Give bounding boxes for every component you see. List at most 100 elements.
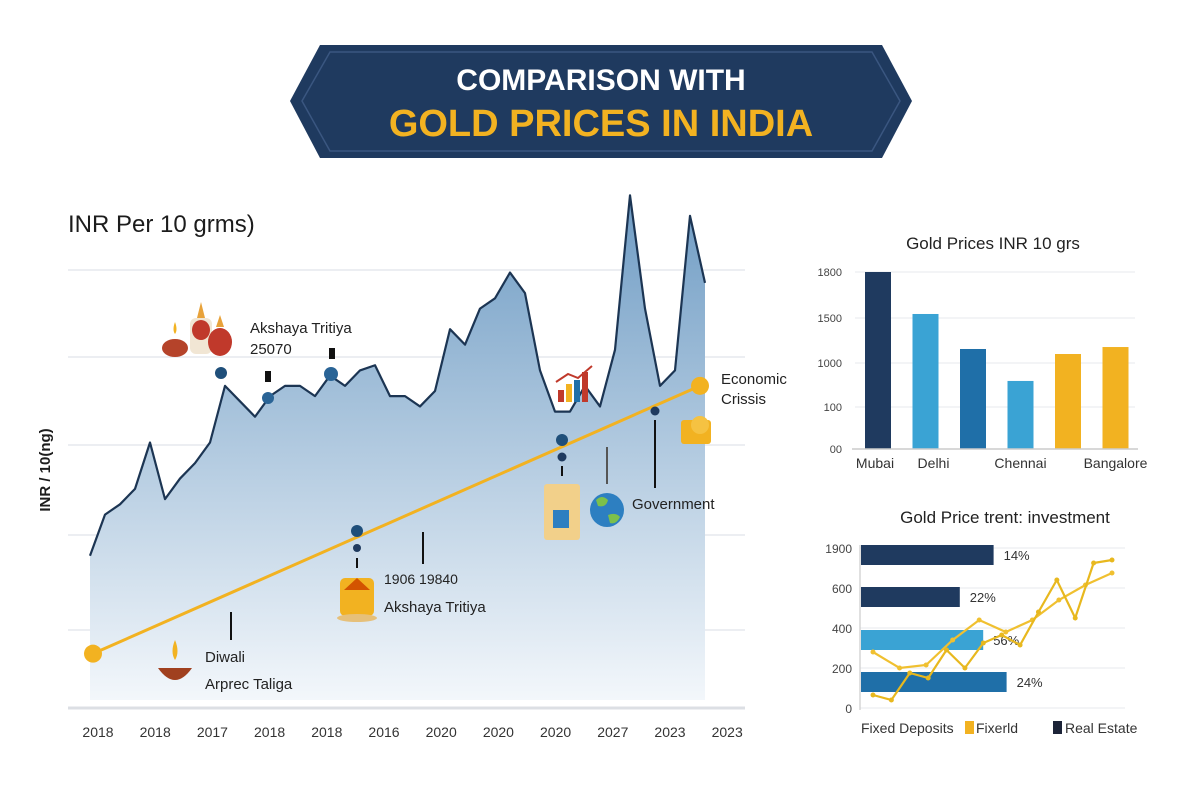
y-tick-label: 1500 — [818, 313, 842, 325]
banner-line-2: GOLD PRICES IN INDIA — [389, 103, 813, 145]
x-tick-label: 2018 — [254, 724, 285, 740]
line-point — [923, 662, 929, 668]
legend-label: Fixed Deposits — [861, 720, 954, 736]
bar-label: 56% — [993, 633, 1019, 648]
legend-swatch — [965, 721, 974, 734]
annotation-economic-crisis: Economic Crissis — [681, 371, 787, 444]
price-area — [90, 195, 705, 701]
x-tick-label: 2018 — [140, 724, 171, 740]
bar — [1102, 347, 1129, 449]
annotation-akshaya-tritiya-top: Akshaya Tritiya 25070 — [162, 302, 352, 404]
annotation-text: Akshaya Tritiya — [250, 320, 352, 337]
x-tick-label: 2017 — [197, 724, 228, 740]
y-tick-label: 00 — [830, 444, 842, 456]
globe-icon — [590, 493, 624, 527]
main-y-axis-label: INR / 10(ng) — [37, 428, 54, 511]
line-point — [962, 665, 968, 671]
line-point — [897, 665, 903, 671]
y-tick-label: 400 — [832, 622, 852, 636]
annotation-text: Government — [632, 496, 715, 513]
bar — [1055, 354, 1081, 449]
investment-chart: Gold Price trent: investment 0 200 400 600 1… — [825, 508, 1137, 736]
annotation-sub: Crissis — [721, 391, 766, 408]
line-point — [1035, 609, 1041, 615]
trend-start-point — [84, 644, 102, 663]
city-bar-chart: Gold Prices INR 10 grs 00 100 1000 1500 1800… — [818, 234, 1148, 471]
bar — [960, 348, 986, 449]
annotation-bank — [544, 434, 580, 540]
legend-swatch — [1053, 721, 1062, 734]
line-point — [950, 637, 956, 643]
x-tick-label: 2020 — [483, 724, 514, 740]
line-point — [907, 670, 913, 676]
x-tick-label: 2020 — [426, 724, 457, 740]
annotation-sub: Arprec Taliga — [205, 676, 293, 693]
main-chart-title: INR Per 10 grms) — [68, 211, 255, 238]
y-tick-label: 1900 — [825, 542, 852, 556]
annotation-text: 1906 19840 — [384, 571, 458, 587]
bar-label: 22% — [970, 590, 996, 605]
line-point — [1072, 615, 1078, 621]
annotation-text: Diwali — [205, 649, 245, 666]
bar — [865, 272, 891, 449]
banner-line-1: COMPARISON WITH — [456, 64, 745, 97]
x-tick-label: Bangalore — [1084, 455, 1148, 471]
investment-line — [872, 558, 1113, 702]
line-point — [1056, 597, 1062, 603]
y-tick-label: 1000 — [818, 358, 842, 370]
bar — [861, 630, 984, 650]
bank-icon — [544, 484, 580, 540]
x-tick-label: 2018 — [311, 724, 342, 740]
annotation-text: Economic — [721, 371, 787, 388]
main-area-chart: INR Per 10 grms) INR / 10(ng) 2018 2018 20… — [37, 194, 787, 740]
investment-line — [872, 571, 1113, 670]
gold-coins-icon — [681, 416, 711, 444]
trend-end-point — [691, 376, 709, 395]
line-point — [944, 647, 950, 653]
annotation-government: Government — [590, 406, 715, 527]
annotation-sub: Akshaya Tritiya — [384, 599, 486, 616]
line-point — [1109, 557, 1115, 563]
temple-icon — [337, 578, 377, 622]
line-point — [1054, 577, 1060, 583]
y-tick-label: 200 — [832, 662, 852, 676]
price-line — [88, 194, 707, 557]
y-tick-label: 0 — [845, 702, 852, 716]
line-point — [925, 675, 931, 681]
line-point — [999, 632, 1005, 638]
annotation-diwali: Diwali Arprec Taliga — [158, 612, 293, 693]
x-tick-label: 2023 — [712, 724, 743, 740]
diya-lamps-icon — [162, 302, 232, 357]
bar-label: 14% — [1004, 548, 1030, 563]
line-point — [1017, 642, 1023, 648]
line-point — [980, 640, 986, 646]
bar-chart-title: Gold Prices INR 10 grs — [906, 234, 1080, 253]
x-tick-label: Mubai — [856, 455, 894, 471]
title-banner: COMPARISON WITH GOLD PRICES IN INDIA — [290, 45, 912, 158]
line-point — [1003, 629, 1009, 635]
line-point — [1091, 560, 1097, 566]
line-point — [870, 692, 876, 698]
x-tick-label: 2027 — [597, 724, 628, 740]
legend-label: Fixerld — [976, 720, 1018, 736]
diya-icon — [158, 640, 192, 680]
investment-chart-title: Gold Price trent: investment — [900, 508, 1110, 527]
x-tick-label: 2016 — [368, 724, 399, 740]
growth-chart-icon — [555, 365, 593, 402]
legend-label: Real Estate — [1065, 720, 1138, 736]
line-point — [870, 649, 876, 655]
bar — [861, 672, 1007, 692]
trend-line — [92, 384, 701, 656]
line-point — [1109, 570, 1115, 576]
bar — [912, 313, 939, 449]
x-tick-label: 2023 — [654, 724, 685, 740]
x-tick-label: Chennai — [994, 455, 1046, 471]
y-tick-label: 1800 — [818, 267, 842, 279]
y-tick-label: 600 — [832, 582, 852, 596]
bar-label: 24% — [1017, 675, 1043, 690]
annotation-akshaya-tritiya-bottom: 1906 19840 Akshaya Tritiya — [337, 525, 486, 622]
line-point — [888, 697, 894, 703]
x-tick-label: 2020 — [540, 724, 571, 740]
x-tick-label: 2018 — [82, 724, 113, 740]
